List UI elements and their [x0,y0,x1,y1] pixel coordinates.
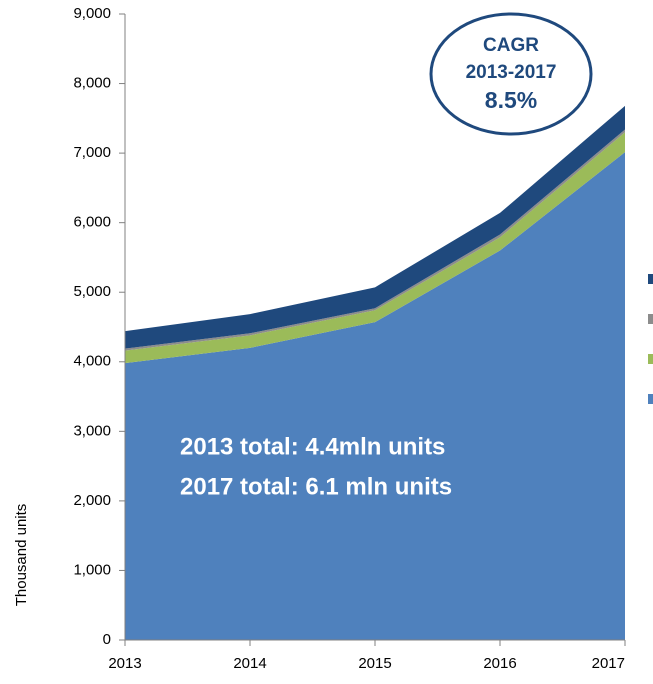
y-tick-label: 6,000 [73,214,111,231]
y-tick-label: 5,000 [73,283,111,300]
y-tick-label: 1,000 [73,561,111,578]
x-tick-label: 2017 [592,655,625,672]
legend-swatch [648,274,653,284]
x-tick-label: 2014 [233,655,266,672]
area [125,152,625,640]
area [125,105,625,349]
legend-swatch [648,314,653,324]
plot: 0 1,000 2,000 3,000 4,000 5,000 6,000 7,000 8,00… [73,5,653,672]
annotation: CAGR [483,35,539,56]
annotation: 2013-2017 [466,62,557,83]
legend-swatch [648,394,653,404]
x-tick-label: 2016 [483,655,516,672]
area [125,132,625,364]
annotation: 8.5% [485,87,537,113]
y-tick-label: 0 [103,631,111,648]
y-tick-label: 8,000 [73,75,111,92]
y-tick-label: 2,000 [73,492,111,509]
y-tick-label: 4,000 [73,353,111,370]
x-tick-label: 2015 [358,655,391,672]
y-axis-label: Thousand units [13,504,30,607]
y-tick-label: 9,000 [73,5,111,22]
x-tick-label: 2013 [108,655,141,672]
legend-swatch [648,354,653,364]
y-tick-label: 7,000 [73,144,111,161]
callout-ellipse [429,12,593,136]
annotation: 2013 total: 4.4mln units [180,433,445,460]
y-tick-label: 3,000 [73,422,111,439]
annotation: 2017 total: 6.1 mln units [180,473,452,500]
